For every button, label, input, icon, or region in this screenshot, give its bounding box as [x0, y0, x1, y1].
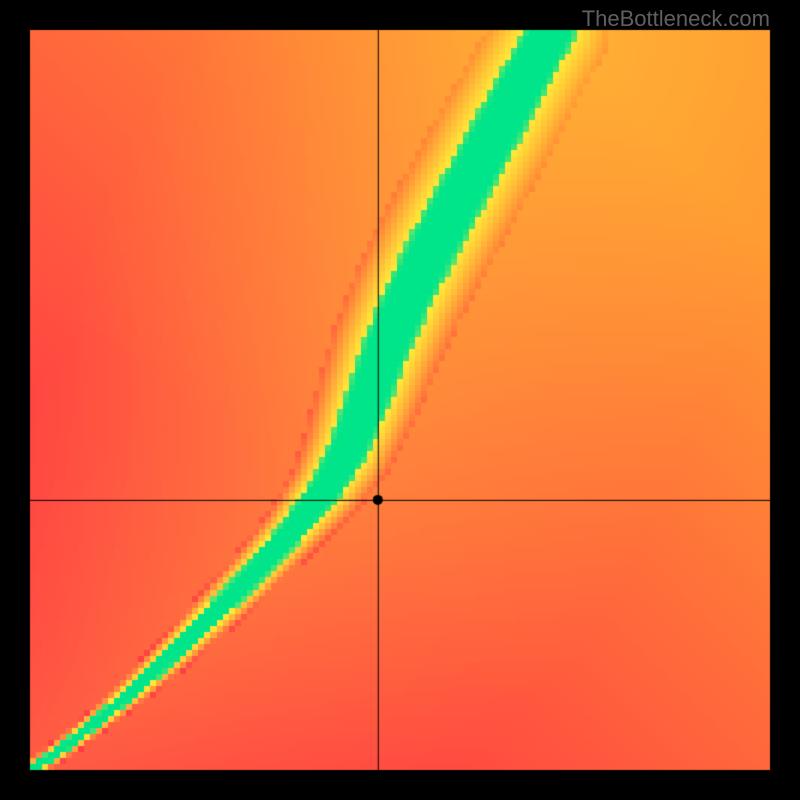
watermark-text: TheBottleneck.com [582, 6, 770, 32]
chart-container: TheBottleneck.com [0, 0, 800, 800]
bottleneck-heatmap [0, 0, 800, 800]
